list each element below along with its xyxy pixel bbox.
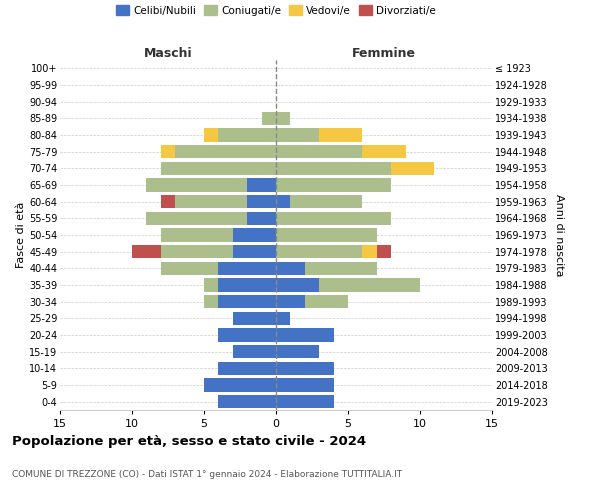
Bar: [276, 128, 319, 141]
Bar: [290, 195, 362, 208]
Bar: [276, 278, 319, 291]
Bar: [276, 295, 305, 308]
Bar: [175, 195, 247, 208]
Bar: [204, 278, 218, 291]
Bar: [233, 312, 276, 325]
Bar: [204, 128, 218, 141]
Bar: [276, 345, 319, 358]
Y-axis label: Fasce di età: Fasce di età: [16, 202, 26, 268]
Bar: [218, 262, 276, 275]
Bar: [305, 262, 377, 275]
Bar: [276, 328, 334, 342]
Bar: [233, 345, 276, 358]
Bar: [276, 212, 391, 225]
Bar: [175, 145, 276, 158]
Bar: [218, 295, 276, 308]
Bar: [218, 278, 276, 291]
Bar: [276, 112, 290, 125]
Bar: [276, 162, 391, 175]
Bar: [218, 328, 276, 342]
Bar: [391, 162, 434, 175]
Bar: [362, 245, 377, 258]
Bar: [233, 228, 276, 241]
Bar: [161, 162, 276, 175]
Bar: [276, 245, 362, 258]
Text: COMUNE DI TREZZONE (CO) - Dati ISTAT 1° gennaio 2024 - Elaborazione TUTTITALIA.I: COMUNE DI TREZZONE (CO) - Dati ISTAT 1° …: [12, 470, 402, 479]
Bar: [276, 262, 305, 275]
Bar: [146, 212, 247, 225]
Bar: [276, 395, 334, 408]
Bar: [276, 195, 290, 208]
Bar: [305, 295, 348, 308]
Text: Femmine: Femmine: [352, 47, 416, 60]
Bar: [218, 128, 276, 141]
Bar: [204, 295, 218, 308]
Bar: [161, 228, 233, 241]
Bar: [377, 245, 391, 258]
Bar: [204, 378, 276, 392]
Bar: [276, 145, 362, 158]
Bar: [161, 262, 218, 275]
Text: Maschi: Maschi: [143, 47, 193, 60]
Bar: [362, 145, 406, 158]
Bar: [319, 278, 420, 291]
Bar: [319, 128, 362, 141]
Bar: [247, 212, 276, 225]
Bar: [276, 228, 377, 241]
Bar: [276, 378, 334, 392]
Bar: [276, 178, 391, 192]
Bar: [233, 245, 276, 258]
Bar: [146, 178, 247, 192]
Y-axis label: Anni di nascita: Anni di nascita: [554, 194, 565, 276]
Legend: Celibi/Nubili, Coniugati/e, Vedovi/e, Divorziati/e: Celibi/Nubili, Coniugati/e, Vedovi/e, Di…: [112, 1, 440, 20]
Bar: [262, 112, 276, 125]
Bar: [161, 145, 175, 158]
Bar: [161, 195, 175, 208]
Bar: [218, 395, 276, 408]
Bar: [218, 362, 276, 375]
Bar: [132, 245, 161, 258]
Text: Popolazione per età, sesso e stato civile - 2024: Popolazione per età, sesso e stato civil…: [12, 435, 366, 448]
Bar: [161, 245, 233, 258]
Bar: [247, 178, 276, 192]
Bar: [276, 312, 290, 325]
Bar: [276, 362, 334, 375]
Bar: [247, 195, 276, 208]
